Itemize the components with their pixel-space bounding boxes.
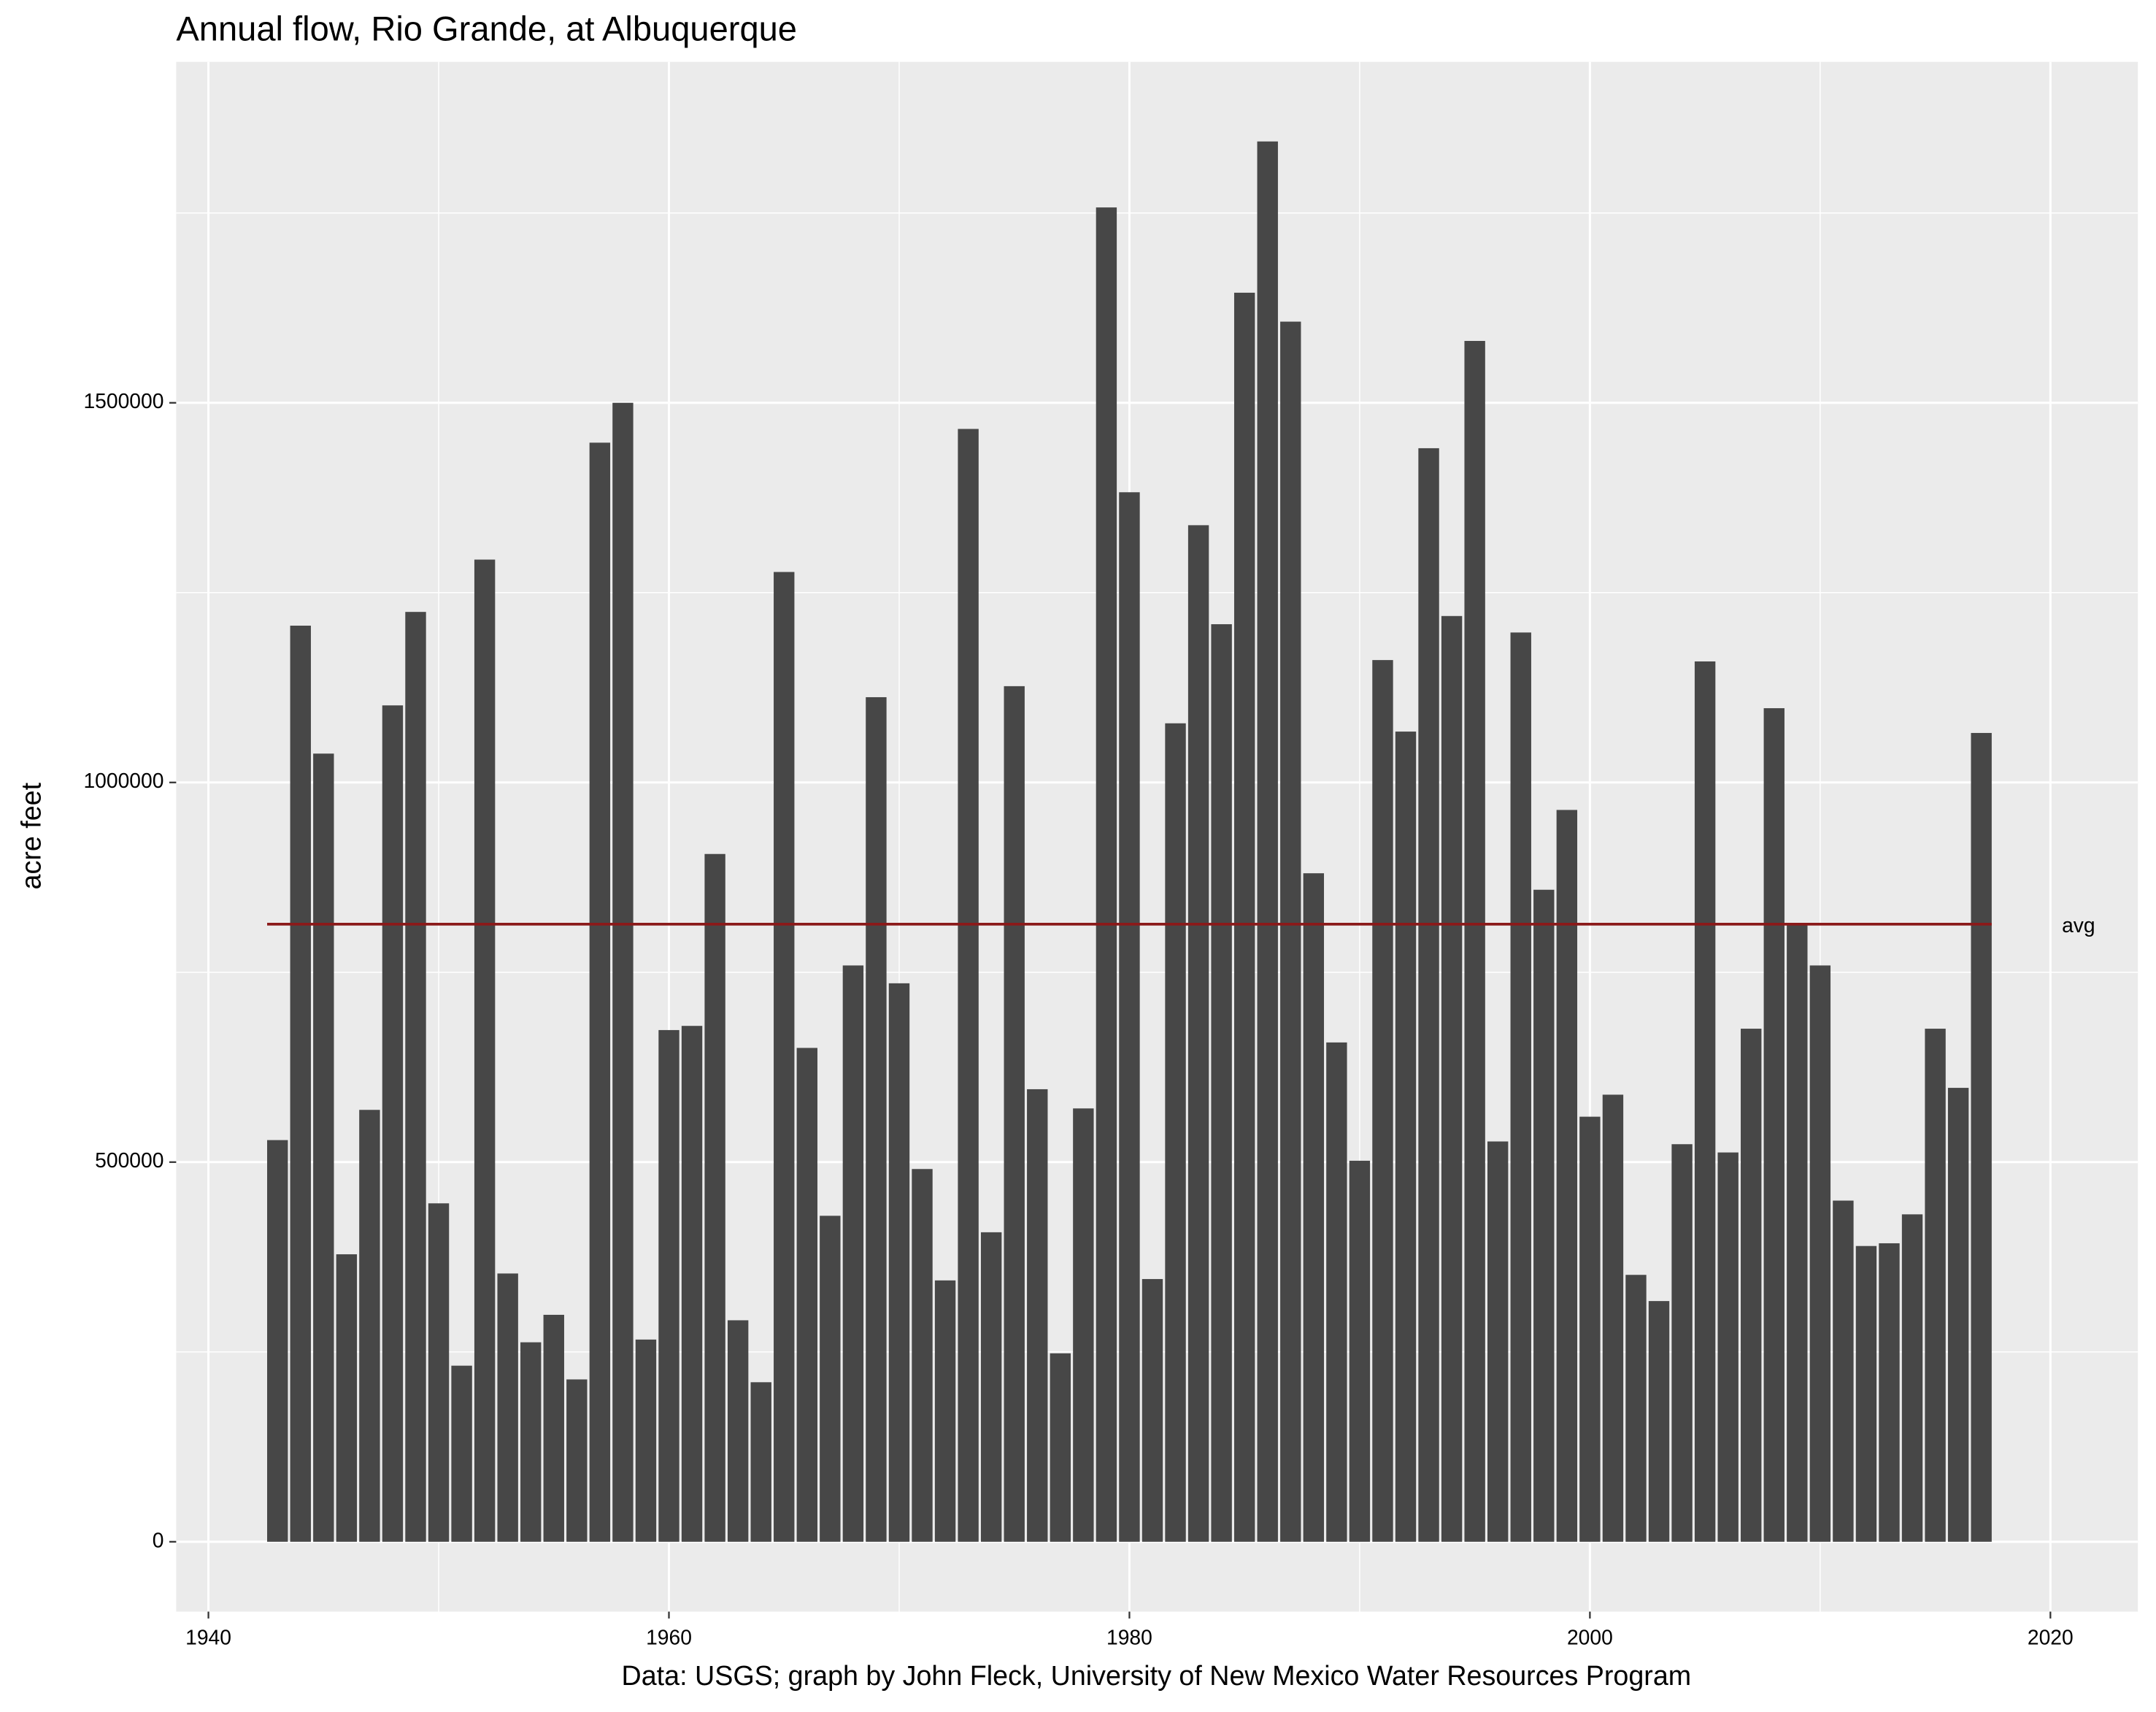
bar bbox=[1625, 1275, 1647, 1542]
bar bbox=[704, 853, 725, 1542]
bar bbox=[934, 1280, 956, 1542]
bar bbox=[1833, 1200, 1854, 1542]
x-tick-label: 1980 bbox=[1106, 1626, 1152, 1649]
bar bbox=[1395, 732, 1417, 1542]
bar bbox=[1556, 810, 1578, 1542]
bar bbox=[750, 1382, 771, 1542]
bar bbox=[1809, 965, 1831, 1542]
bar bbox=[980, 1232, 1002, 1542]
bar bbox=[1257, 141, 1278, 1542]
bar bbox=[1947, 1088, 1969, 1542]
bar bbox=[1349, 1160, 1371, 1542]
bar bbox=[405, 612, 426, 1542]
bar bbox=[1879, 1243, 1900, 1542]
bar bbox=[520, 1342, 542, 1542]
bar bbox=[842, 965, 864, 1542]
bar bbox=[681, 1026, 703, 1542]
bar bbox=[1280, 321, 1301, 1542]
bar bbox=[313, 753, 334, 1542]
bar bbox=[589, 442, 611, 1542]
bar bbox=[1050, 1353, 1071, 1542]
bar bbox=[267, 1140, 288, 1542]
bar bbox=[1187, 525, 1209, 1542]
bar bbox=[1925, 1029, 1946, 1542]
bar bbox=[635, 1339, 657, 1542]
x-tick-label: 1960 bbox=[646, 1626, 692, 1649]
bar bbox=[774, 572, 795, 1542]
chart-title: Annual flow, Rio Grande, at Albuquerque bbox=[176, 9, 797, 48]
bar bbox=[1787, 924, 1808, 1542]
bar bbox=[958, 429, 979, 1542]
bar bbox=[1602, 1094, 1624, 1542]
x-tick-label: 2020 bbox=[2028, 1626, 2074, 1649]
bar bbox=[359, 1110, 380, 1542]
x-tick-label: 1940 bbox=[185, 1626, 231, 1649]
bar bbox=[382, 705, 404, 1542]
bar bbox=[1073, 1108, 1094, 1542]
bar bbox=[290, 625, 311, 1542]
bar bbox=[1717, 1152, 1739, 1542]
bar bbox=[543, 1314, 564, 1542]
bar bbox=[1763, 708, 1785, 1542]
bar bbox=[1027, 1089, 1048, 1542]
bar bbox=[1165, 723, 1186, 1542]
bar bbox=[1119, 492, 1140, 1542]
bar bbox=[1510, 632, 1531, 1542]
bar bbox=[1901, 1214, 1923, 1542]
y-tick-label: 0 bbox=[153, 1528, 164, 1551]
y-axis-title: acre feet bbox=[15, 782, 46, 889]
y-tick-label: 1500000 bbox=[83, 389, 163, 412]
bar bbox=[1533, 889, 1555, 1542]
bar bbox=[1464, 340, 1485, 1542]
y-tick-label: 500000 bbox=[95, 1148, 163, 1172]
bar bbox=[612, 402, 634, 1542]
bar bbox=[1855, 1245, 1877, 1542]
bar bbox=[912, 1169, 933, 1542]
bar bbox=[796, 1048, 817, 1542]
bar bbox=[1579, 1116, 1601, 1542]
bar bbox=[566, 1379, 588, 1542]
bar bbox=[1303, 873, 1325, 1542]
y-tick-label: 1000000 bbox=[83, 769, 163, 792]
bar bbox=[1211, 624, 1232, 1542]
bar bbox=[888, 983, 910, 1542]
bar bbox=[658, 1029, 679, 1542]
bar bbox=[474, 559, 496, 1542]
bar bbox=[1233, 292, 1255, 1542]
bar bbox=[727, 1320, 749, 1542]
bar bbox=[1694, 661, 1716, 1542]
bar bbox=[820, 1216, 841, 1542]
bar bbox=[1971, 732, 1992, 1542]
bar bbox=[497, 1273, 518, 1542]
bar bbox=[451, 1365, 472, 1542]
bar bbox=[1372, 660, 1393, 1542]
x-axis-title: Data: USGS; graph by John Fleck, Univers… bbox=[622, 1660, 1692, 1691]
bar bbox=[1671, 1144, 1693, 1542]
bar bbox=[1326, 1042, 1347, 1542]
bar bbox=[1096, 207, 1117, 1542]
bar bbox=[1141, 1278, 1163, 1542]
bar bbox=[428, 1203, 450, 1542]
bar bbox=[1441, 615, 1463, 1542]
average-label: avg bbox=[2062, 913, 2095, 937]
bar bbox=[1004, 686, 1025, 1542]
bar bbox=[1487, 1141, 1509, 1542]
bar bbox=[1741, 1029, 1762, 1542]
bar bbox=[1418, 448, 1439, 1542]
bar bbox=[1648, 1301, 1670, 1542]
bar bbox=[336, 1254, 358, 1542]
x-tick-label: 2000 bbox=[1567, 1626, 1613, 1649]
bar bbox=[866, 696, 887, 1542]
